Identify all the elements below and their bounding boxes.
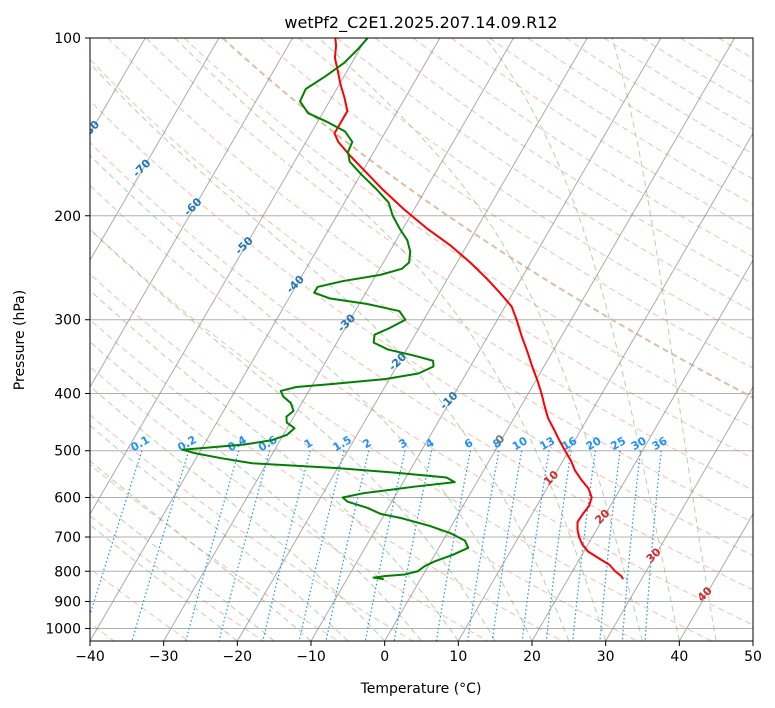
y-tick-label: 100 — [54, 31, 81, 47]
mixing-ratio-line — [262, 450, 311, 641]
x-tick-label: 20 — [523, 649, 541, 665]
dry-adiabat-line — [90, 99, 753, 557]
dry-adiabats — [90, 38, 753, 641]
x-tick-label: 50 — [744, 649, 762, 665]
x-tick-label: −10 — [296, 649, 326, 665]
y-tick-label: 300 — [54, 313, 81, 329]
isotherm-line — [310, 38, 662, 641]
isotherms — [90, 38, 753, 641]
moist-adiabat-line — [90, 493, 275, 641]
y-tick-label: 1000 — [45, 621, 81, 637]
temperature-profile-line — [333, 38, 624, 580]
moist-adiabat-line — [90, 460, 312, 641]
mixing-ratio-line — [491, 450, 523, 641]
moist-adiabat-line — [318, 38, 643, 641]
isotherm-line — [90, 38, 441, 641]
x-axis-ticks: −40 −30 −20 −10 0 10 20 30 40 50 — [75, 641, 762, 665]
mixing-ratio-line — [325, 450, 370, 641]
x-tick-label: 30 — [597, 649, 615, 665]
isotherm-line — [457, 132, 753, 641]
y-axis-label: Pressure (hPa) — [12, 290, 28, 390]
moist-adiabat-line — [90, 228, 496, 641]
moist-adiabat-line — [611, 38, 717, 641]
y-tick-label: 400 — [54, 387, 81, 403]
plot-frame — [89, 37, 754, 642]
dry-adiabat-line — [489, 38, 753, 205]
y-tick-label: 800 — [54, 564, 81, 580]
y-tick-label: 500 — [54, 444, 81, 460]
moist-adiabat-line — [90, 341, 422, 641]
dry-adiabat-line — [260, 38, 753, 369]
mixing-ratio-line — [466, 450, 500, 641]
mixing-ratio-line — [393, 450, 433, 641]
y-axis-ticks: 100 200 300 400 500 600 700 800 900 1000 — [45, 31, 90, 637]
y-tick-label: 700 — [54, 530, 81, 546]
dry-adiabat-line — [90, 58, 753, 524]
mixing-ratio-line — [521, 450, 550, 641]
x-tick-label: 0 — [380, 649, 389, 665]
profile-series — [181, 38, 624, 581]
dry-adiabat-line — [298, 38, 753, 340]
mixing-ratio-line — [572, 450, 596, 641]
dry-adiabat-line — [90, 141, 753, 591]
dry-adiabat-line — [412, 38, 753, 258]
moist-adiabat-line — [90, 62, 570, 641]
dry-adiabat-line — [90, 184, 753, 626]
x-tick-label: 40 — [670, 649, 688, 665]
mixing-ratio-line — [435, 450, 471, 641]
dry-adiabat-line — [374, 38, 753, 285]
mixing-ratio-line — [185, 450, 240, 641]
moist-adiabat-line — [90, 424, 349, 641]
moist-adiabats — [90, 38, 717, 641]
mixing-ratio-line — [364, 450, 406, 641]
x-tick-label: −40 — [75, 649, 105, 665]
isotherm-line — [163, 38, 515, 641]
dry-adiabat-line — [90, 273, 638, 641]
y-tick-label: 200 — [54, 209, 81, 225]
mixing-ratio-line — [545, 450, 572, 641]
mixing-ratio-line — [131, 450, 190, 641]
moist-adiabat-line — [485, 38, 680, 641]
isotherm-line — [384, 38, 736, 641]
moist-adiabat-line — [90, 385, 386, 641]
mixing-ratio-line — [90, 450, 143, 617]
isotherm-line — [90, 38, 294, 389]
chart-title: wetPf2_C2E1.2025.207.14.09.R12 — [284, 13, 557, 33]
moist-adiabat-line — [174, 38, 607, 641]
isotherm-line — [531, 259, 753, 641]
dry-adiabat-line — [184, 38, 753, 429]
x-tick-label: −30 — [149, 649, 179, 665]
dry-adiabat-line — [527, 38, 753, 180]
isotherm-line — [678, 513, 753, 641]
isotherm-line — [236, 38, 588, 641]
isotherm-line — [605, 386, 753, 641]
y-tick-label: 900 — [54, 594, 81, 610]
isotherm-line — [90, 38, 220, 262]
x-axis-label: Temperature (°C) — [360, 681, 482, 697]
mixing-ratio-lines — [90, 450, 662, 641]
isotherm-line — [90, 38, 367, 516]
dry-adiabat-line — [221, 38, 753, 399]
x-tick-label: −20 — [223, 649, 253, 665]
mixing-ratio-line — [298, 450, 345, 641]
dewpoint-profile-line — [181, 38, 470, 581]
y-tick-label: 600 — [54, 490, 81, 506]
dry-adiabat-line — [90, 228, 712, 641]
x-tick-label: 10 — [449, 649, 467, 665]
moist-adiabat-line — [90, 524, 238, 641]
mixing-ratio-line — [218, 450, 271, 641]
